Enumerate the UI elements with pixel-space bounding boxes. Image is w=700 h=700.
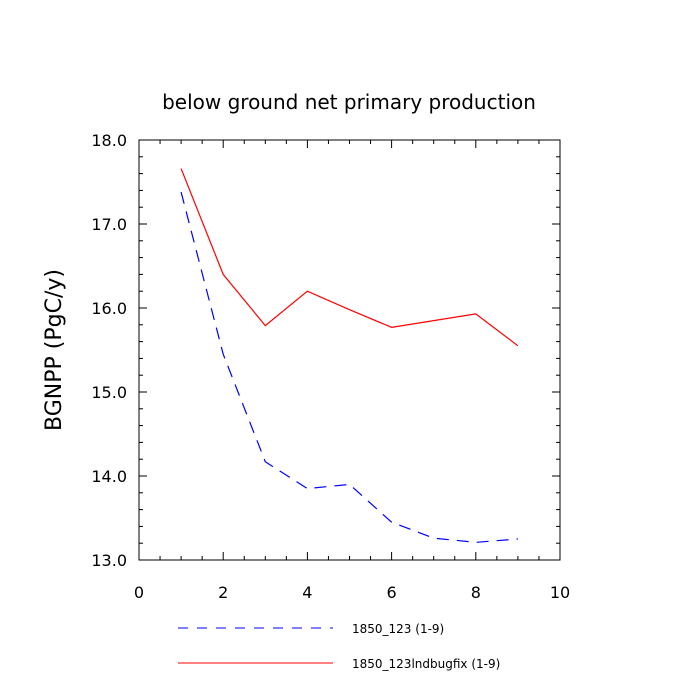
chart-title: below ground net primary production — [162, 90, 536, 114]
x-tick-label: 2 — [218, 583, 228, 602]
y-tick-label: 18.0 — [91, 131, 127, 150]
x-tick-label: 8 — [471, 583, 481, 602]
y-tick-label: 17.0 — [91, 215, 127, 234]
series-group — [180, 168, 519, 543]
series-line-1 — [180, 191, 518, 543]
x-tick-label: 0 — [134, 583, 144, 602]
series-line-2 — [180, 168, 519, 347]
x-tick-label: 6 — [387, 583, 397, 602]
legend-label-2: 1850_123lndbugfix (1-9) — [352, 657, 500, 671]
legend-label-1: 1850_123 (1-9) — [352, 622, 444, 636]
y-tick-label: 16.0 — [91, 299, 127, 318]
y-tick-label: 15.0 — [91, 383, 127, 402]
y-tick-label: 14.0 — [91, 467, 127, 486]
y-tick-label: 13.0 — [91, 551, 127, 570]
plot-frame — [138, 139, 561, 561]
tick-labels: 0 2 4 6 8 10 13.0 14.0 15.0 16.0 17.0 18.0 — [91, 131, 570, 602]
x-tick-label: 4 — [302, 583, 312, 602]
x-tick-label: 10 — [550, 583, 570, 602]
ticks — [138, 139, 561, 561]
y-axis-label: BGNPP (PgC/y) — [42, 269, 67, 431]
legend: 1850_123 (1-9) 1850_123lndbugfix (1-9) — [178, 622, 500, 671]
